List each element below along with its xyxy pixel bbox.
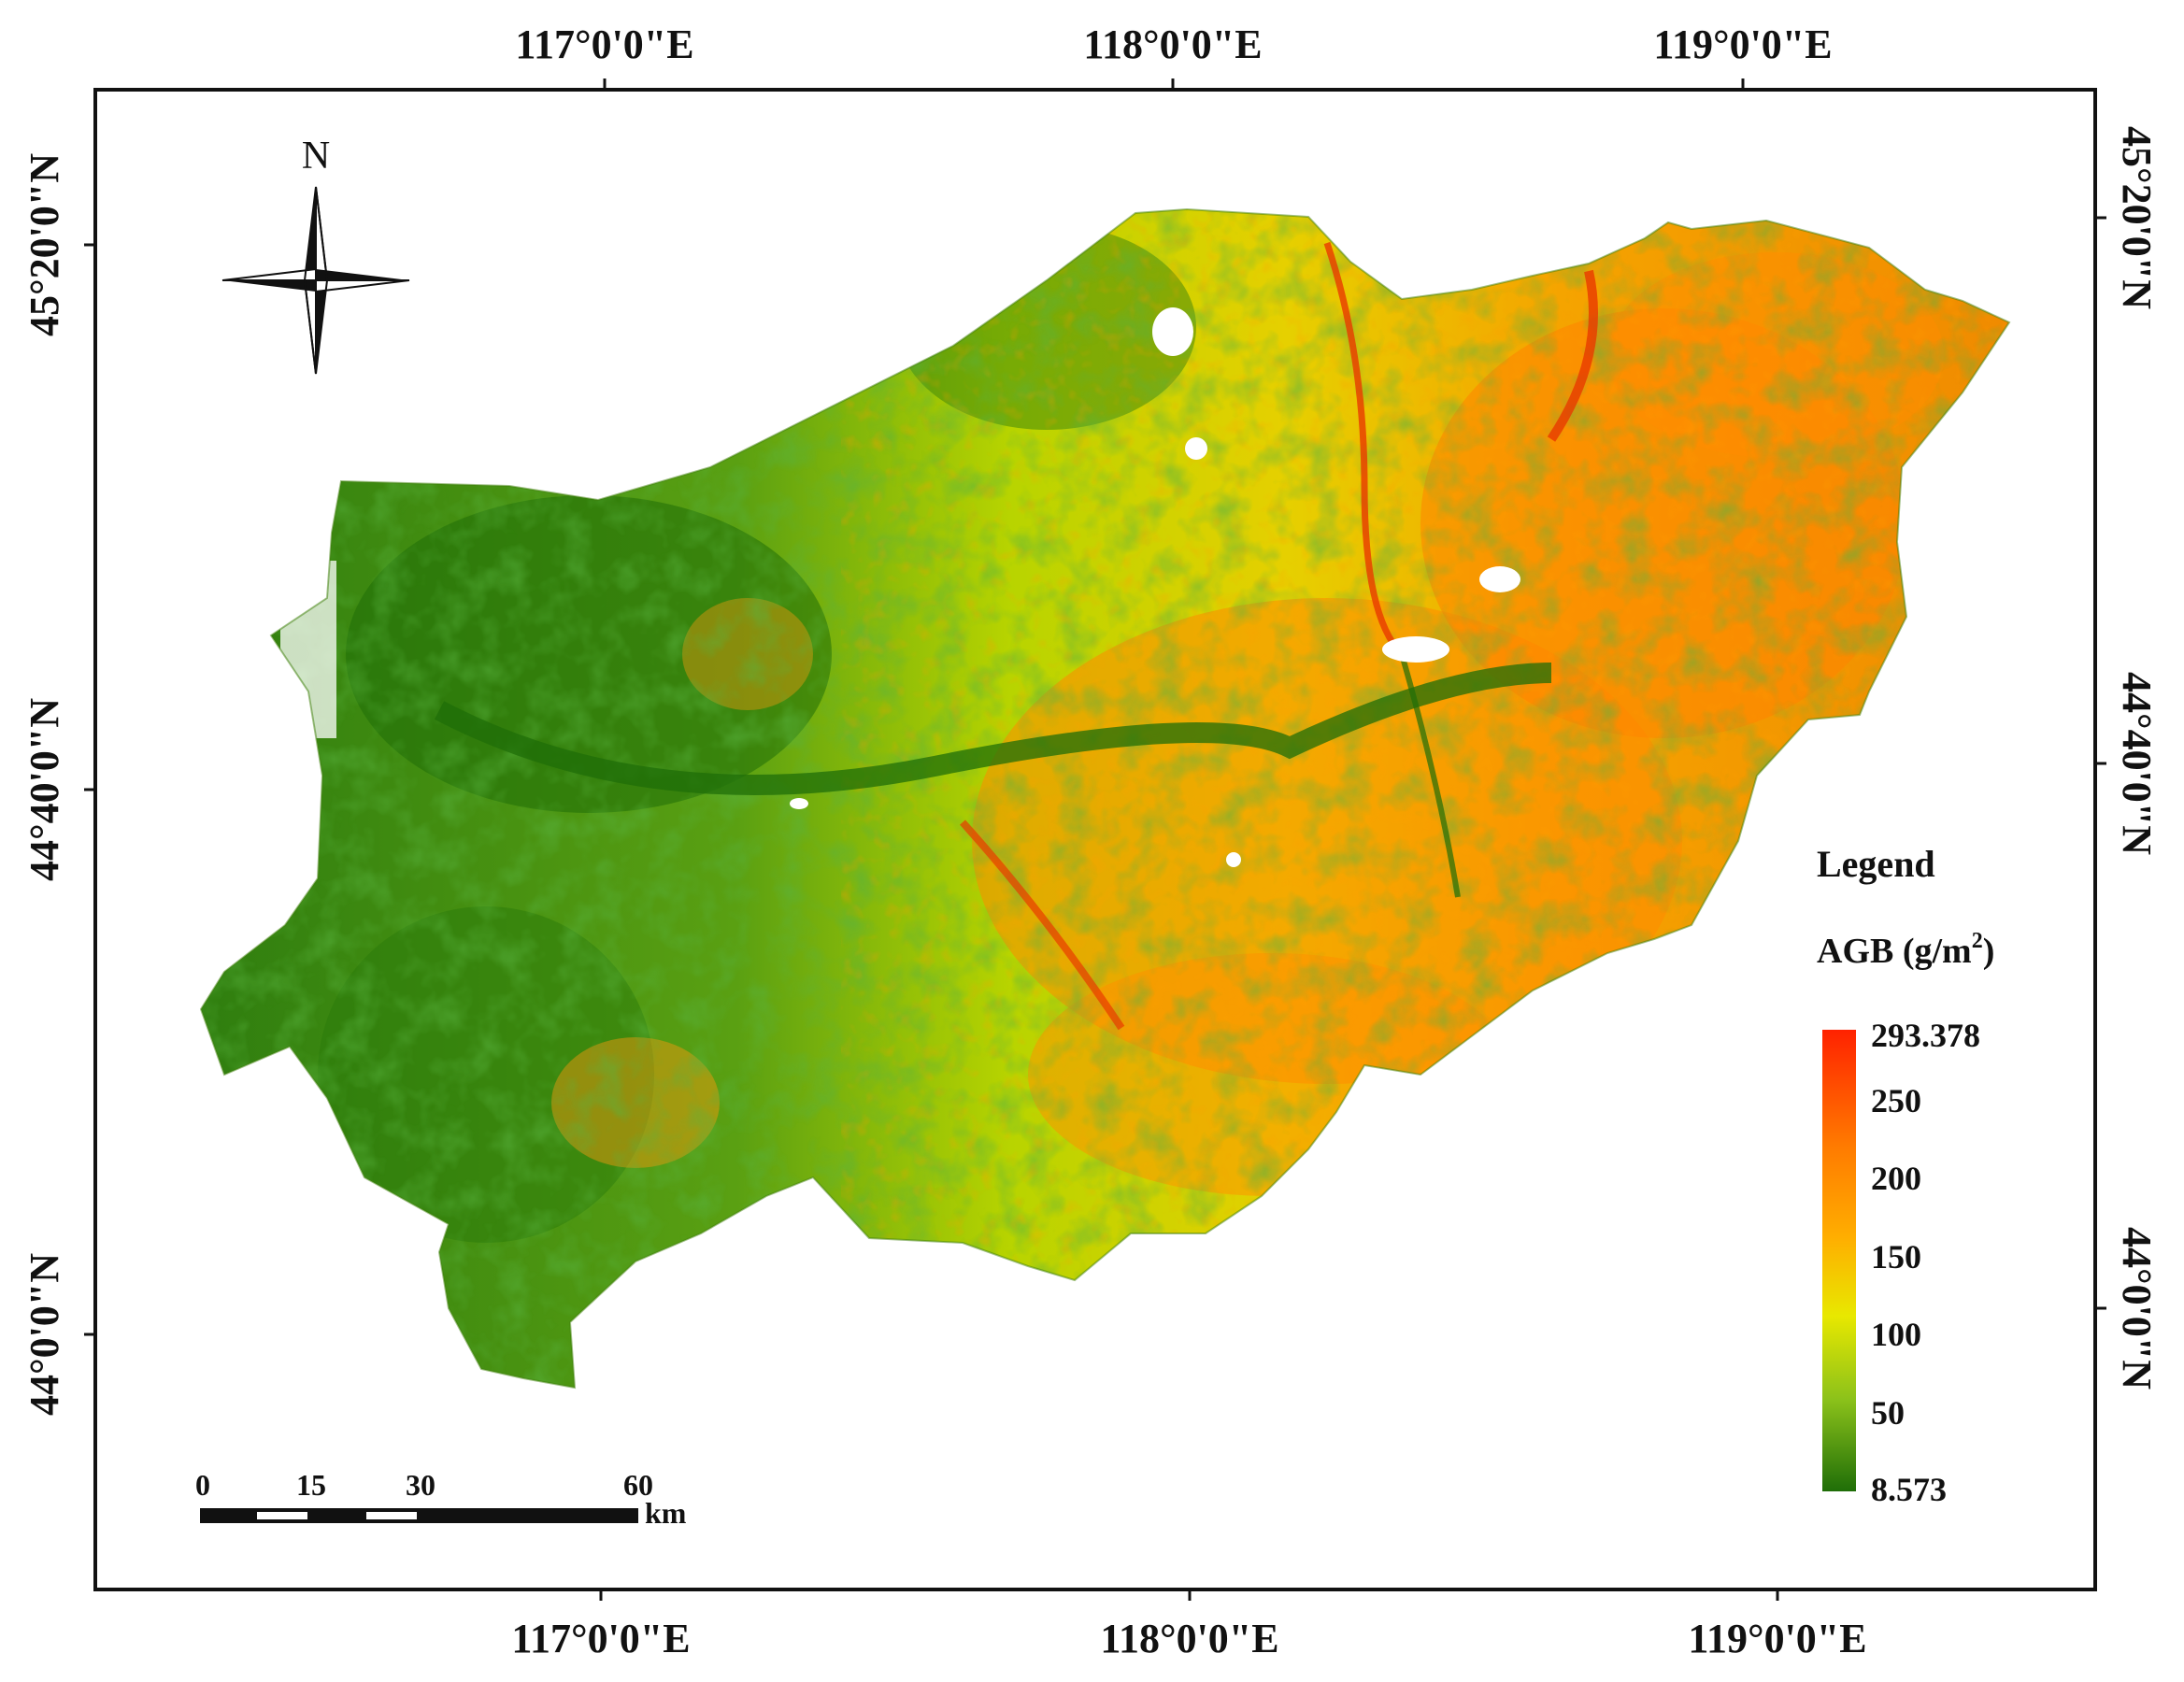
scale-label-60: 60: [623, 1468, 653, 1502]
left-label-4520: 45°20'0"N: [21, 153, 67, 336]
right-label-4520: 45°20'0"N: [2114, 126, 2160, 309]
top-axis-labels: 117°0'0"E 118°0'0"E 119°0'0"E: [515, 21, 1832, 67]
top-label-117: 117°0'0"E: [515, 21, 693, 67]
agb-raster: [200, 208, 2010, 1389]
legend-tick-100: 100: [1871, 1316, 1921, 1353]
north-arrow: N: [221, 135, 410, 375]
bottom-label-119: 119°0'0"E: [1688, 1616, 1866, 1661]
left-label-4440: 44°40'0"N: [21, 698, 67, 881]
legend-min-label: 8.573: [1871, 1471, 1947, 1508]
left-label-4400: 44°0'0"N: [21, 1253, 67, 1416]
legend-tick-50: 50: [1871, 1394, 1905, 1432]
north-label: N: [302, 135, 330, 178]
right-axis-labels: 45°20'0"N 44°40'0"N 44°0'0"N: [2114, 126, 2160, 1390]
legend-title: Legend: [1817, 843, 1935, 885]
legend: Legend AGB (g/m2) 293.378 250 200 150 10…: [1817, 843, 1994, 1508]
right-label-4440: 44°40'0"N: [2114, 672, 2160, 855]
bottom-label-118: 118°0'0"E: [1100, 1616, 1278, 1661]
bottom-label-117: 117°0'0"E: [511, 1616, 690, 1661]
graticule-ticks: [84, 78, 2106, 1601]
right-label-4400: 44°0'0"N: [2114, 1227, 2160, 1390]
scale-bar: 0 15 30 60 km: [195, 1468, 687, 1530]
legend-quantity: AGB (g/m2): [1817, 929, 1994, 971]
top-label-118: 118°0'0"E: [1083, 21, 1262, 67]
scale-unit: km: [645, 1496, 687, 1530]
compass-rose-icon: [221, 186, 410, 375]
map-frame: [93, 88, 2097, 1591]
scale-label-15: 15: [296, 1468, 326, 1502]
left-axis-labels: 45°20'0"N 44°40'0"N 44°0'0"N: [21, 153, 67, 1416]
legend-color-ramp: [1822, 1030, 1856, 1491]
legend-max-label: 293.378: [1871, 1017, 1980, 1054]
scale-label-0: 0: [195, 1468, 210, 1502]
legend-tick-250: 250: [1871, 1082, 1921, 1119]
legend-tick-200: 200: [1871, 1160, 1921, 1197]
legend-tick-150: 150: [1871, 1238, 1921, 1276]
top-label-119: 119°0'0"E: [1653, 21, 1832, 67]
bottom-axis-labels: 117°0'0"E 118°0'0"E 119°0'0"E: [511, 1616, 1866, 1661]
scale-label-30: 30: [406, 1468, 435, 1502]
